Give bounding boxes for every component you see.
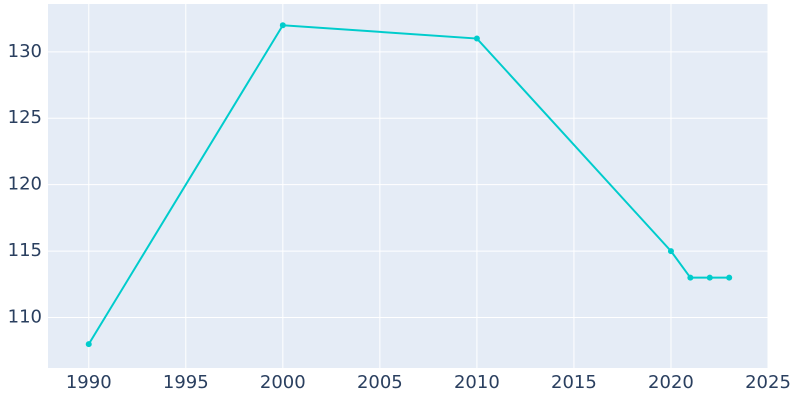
x-tick-label: 2015 — [551, 372, 597, 393]
x-tick-label: 1995 — [163, 372, 209, 393]
point — [726, 274, 733, 281]
x-tick-label: 2000 — [260, 372, 306, 393]
x-tick-label: 1990 — [66, 372, 112, 393]
x-tick-label: 2020 — [648, 372, 694, 393]
point — [667, 248, 674, 255]
plot-area — [48, 4, 768, 368]
point — [473, 35, 480, 42]
point — [687, 274, 694, 281]
y-tick-label: 110 — [8, 307, 42, 328]
x-tick-label: 2005 — [357, 372, 403, 393]
point — [279, 22, 286, 29]
y-tick-label: 120 — [8, 174, 42, 195]
y-tick-label: 130 — [8, 41, 42, 62]
point — [706, 274, 713, 281]
y-tick-label: 125 — [8, 107, 42, 128]
y-tick-label: 115 — [8, 240, 42, 261]
x-tick-label: 2010 — [454, 372, 500, 393]
x-tick-label: 2025 — [745, 372, 791, 393]
point — [85, 341, 92, 348]
